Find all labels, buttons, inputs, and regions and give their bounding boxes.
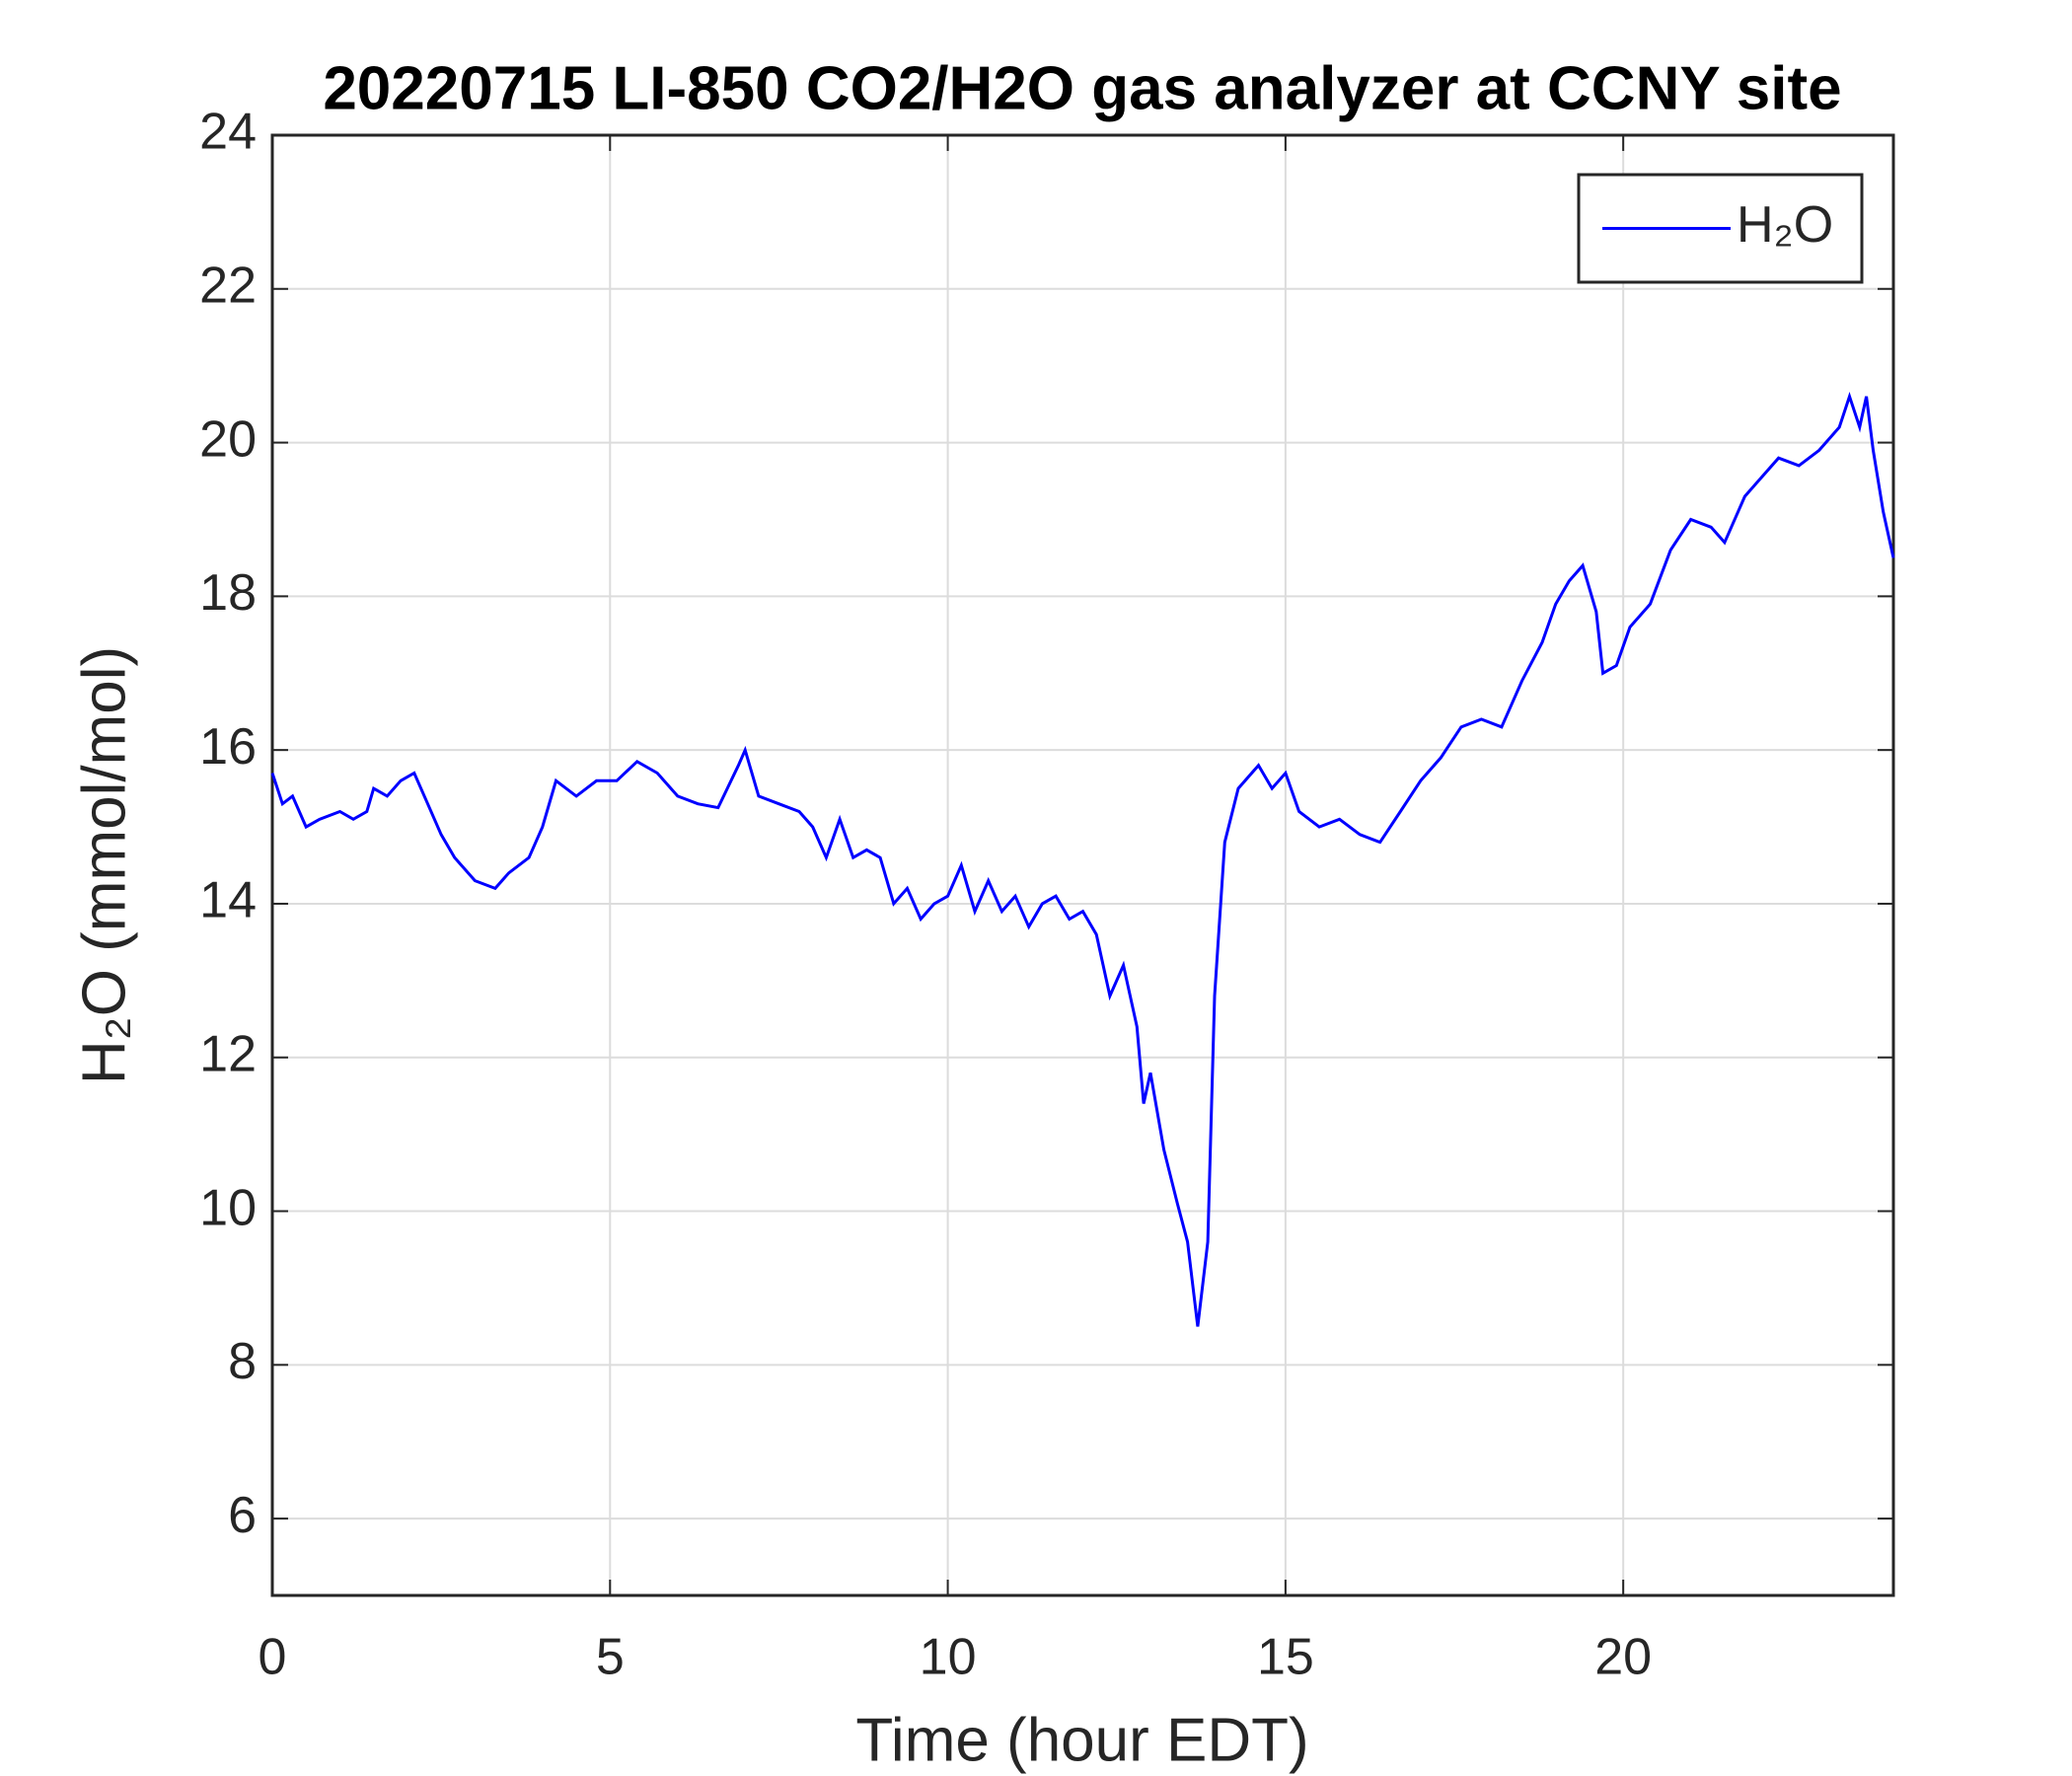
y-tick-label: 14 — [199, 872, 257, 929]
legend-label: H₂O — [1737, 196, 1833, 254]
y-tick-label: 20 — [199, 410, 257, 468]
y-tick-label: 6 — [228, 1487, 257, 1544]
x-axis-label: Time (hour EDT) — [855, 1706, 1308, 1774]
y-axis-label: H₂O (mmol/mol) — [70, 646, 138, 1084]
y-tick-label: 16 — [199, 718, 257, 776]
y-tick-label: 8 — [228, 1333, 257, 1390]
y-tick-label: 22 — [199, 258, 257, 315]
y-tick-label: 10 — [199, 1179, 257, 1236]
x-tick-label: 20 — [1594, 1629, 1652, 1686]
y-tick-label: 12 — [199, 1025, 257, 1082]
x-tick-label: 15 — [1257, 1629, 1314, 1686]
plot-frame — [270, 133, 1895, 1597]
y-tick-label: 18 — [199, 564, 257, 622]
x-tick-label: 5 — [596, 1629, 625, 1686]
x-tick-label: 10 — [920, 1629, 977, 1686]
y-tick-label: 24 — [199, 104, 257, 161]
x-tick-label: 0 — [259, 1629, 287, 1686]
data-line — [270, 392, 1895, 1327]
chart-title: 20220715 LI-850 CO2/H2O gas analyzer at … — [323, 54, 1841, 122]
